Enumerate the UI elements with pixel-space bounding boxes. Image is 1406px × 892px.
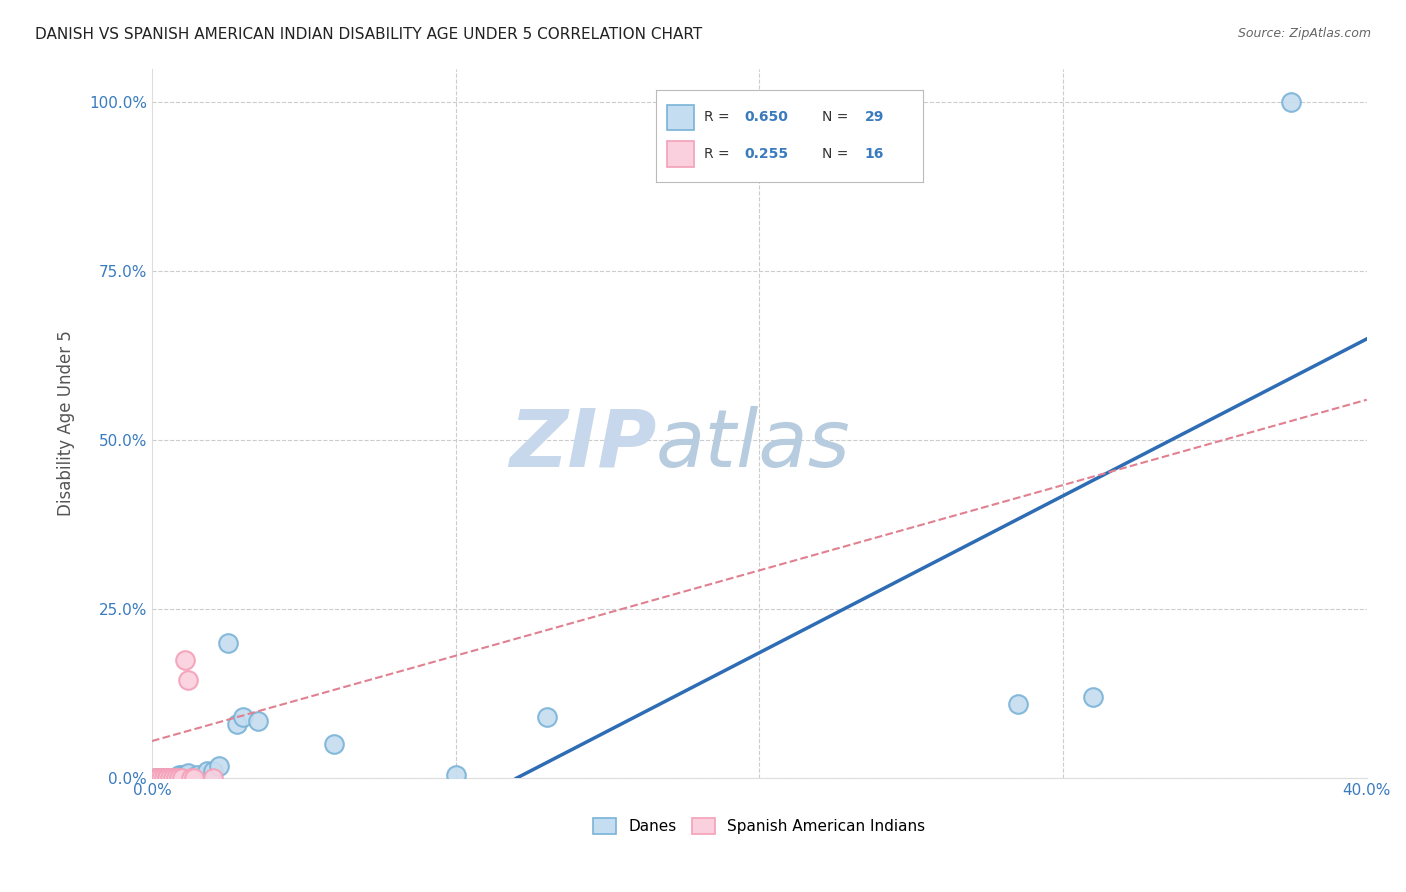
Point bbox=[183, 771, 205, 785]
Point bbox=[153, 771, 176, 785]
Point bbox=[143, 771, 166, 785]
Point bbox=[177, 765, 200, 780]
Point bbox=[153, 771, 176, 785]
Point bbox=[146, 771, 169, 785]
Point bbox=[150, 771, 173, 785]
Point bbox=[180, 771, 202, 785]
Point bbox=[1279, 95, 1302, 110]
Y-axis label: Disability Age Under 5: Disability Age Under 5 bbox=[58, 330, 75, 516]
Text: Source: ZipAtlas.com: Source: ZipAtlas.com bbox=[1237, 27, 1371, 40]
Point bbox=[232, 710, 254, 724]
Point bbox=[323, 738, 346, 752]
Text: atlas: atlas bbox=[657, 406, 851, 483]
Point bbox=[156, 771, 179, 785]
Text: DANISH VS SPANISH AMERICAN INDIAN DISABILITY AGE UNDER 5 CORRELATION CHART: DANISH VS SPANISH AMERICAN INDIAN DISABI… bbox=[35, 27, 703, 42]
Point bbox=[156, 771, 179, 785]
Legend: Danes, Spanish American Indians: Danes, Spanish American Indians bbox=[593, 819, 925, 834]
Point bbox=[1007, 697, 1029, 711]
Point bbox=[167, 771, 190, 785]
Point bbox=[165, 771, 187, 785]
Point bbox=[174, 653, 197, 667]
Point bbox=[146, 771, 169, 785]
Point bbox=[1083, 690, 1105, 705]
Point bbox=[165, 771, 187, 785]
Point bbox=[165, 771, 187, 785]
Point bbox=[159, 771, 181, 785]
Point bbox=[226, 717, 249, 731]
Point bbox=[201, 764, 224, 779]
Point bbox=[186, 768, 208, 782]
Point bbox=[167, 768, 190, 782]
Point bbox=[162, 771, 184, 785]
Point bbox=[162, 771, 184, 785]
Point bbox=[195, 764, 218, 779]
Point bbox=[143, 771, 166, 785]
Point bbox=[172, 768, 194, 782]
Point bbox=[172, 771, 194, 785]
Point bbox=[174, 768, 197, 782]
Point bbox=[150, 771, 173, 785]
Point bbox=[159, 771, 181, 785]
Point bbox=[201, 771, 224, 785]
Point bbox=[156, 771, 179, 785]
Point bbox=[247, 714, 270, 728]
Point bbox=[536, 710, 558, 724]
Text: ZIP: ZIP bbox=[509, 406, 657, 483]
Point bbox=[217, 636, 239, 650]
Point bbox=[159, 771, 181, 785]
Point bbox=[444, 768, 467, 782]
Point bbox=[208, 759, 231, 773]
Point bbox=[177, 673, 200, 688]
Point bbox=[156, 771, 179, 785]
